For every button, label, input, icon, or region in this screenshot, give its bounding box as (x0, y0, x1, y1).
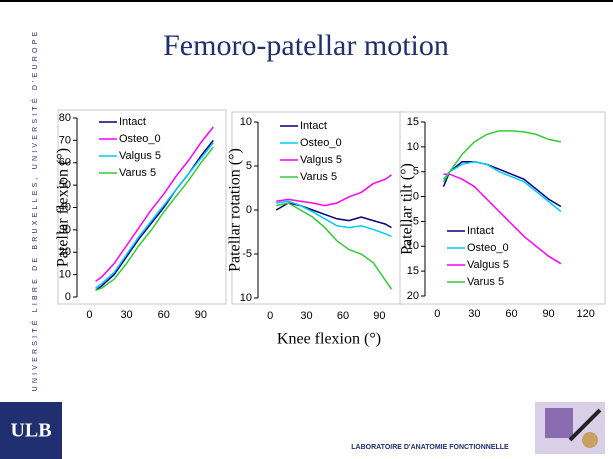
side-text: UNIVERSITÉ LIBRE DE BRUXELLES, UNIVERSIT… (30, 29, 39, 392)
legend-label: Valgus 5 (300, 154, 342, 166)
footer: LABORATOIRE D'ANATOMIE FONCTIONNELLE (351, 444, 509, 451)
image-shape (568, 408, 602, 442)
y-tick-label: 50 (59, 179, 71, 191)
y-tick-label: 5 (246, 160, 252, 172)
y-tick-label: 0 (246, 204, 252, 216)
x-tick-label: 0 (434, 308, 440, 320)
image-shape (582, 432, 598, 448)
y-tick-label: -5 (242, 248, 252, 260)
chart: 0 10 20 30 40 50 60 70 80 0 30 60 90 Patellar flexion… (55, 109, 227, 321)
x-tick-label: 0 (267, 310, 273, 322)
y-tick-label: -5 (409, 215, 419, 227)
y-tick-label: 40 (59, 201, 71, 213)
legend-label: Osteo_0 (119, 133, 161, 145)
y-tick-label: 0 (65, 291, 71, 303)
y-tick-label: 5 (413, 166, 419, 178)
y-tick-label: 70 (59, 134, 71, 146)
x-tick-label: 0 (86, 309, 92, 321)
x-tick-label: 60 (158, 309, 170, 321)
x-tick-label: 60 (337, 310, 349, 322)
series-line (95, 146, 214, 292)
y-tick-label: -10 (403, 240, 419, 252)
legend-label: Varus 5 (300, 171, 337, 183)
y-tick-label: 30 (59, 224, 71, 236)
chart-frame (399, 111, 606, 305)
chart-frame (231, 111, 405, 305)
y-tick-label: 60 (59, 157, 71, 169)
series-line (276, 202, 393, 290)
logo-box (0, 402, 62, 459)
legend-label: Varus 5 (119, 167, 156, 179)
y-axis-label: Patellar rotation (°) (227, 148, 244, 272)
x-tick-label: 60 (505, 308, 517, 320)
slide-title: Femoro-patellar motion (163, 29, 449, 62)
x-tick-label: 120 (576, 308, 594, 320)
y-tick-label: 0 (413, 190, 419, 202)
y-tick-label: 10 (240, 292, 252, 304)
series-line (442, 130, 562, 183)
legend-label: Varus 5 (467, 276, 504, 288)
x-tick-label: 30 (468, 308, 480, 320)
x-axis-label: Knee flexion (°) (277, 331, 381, 348)
y-tick-label: 10 (407, 141, 419, 153)
legend-label: Valgus 5 (467, 259, 509, 271)
y-tick-label: 10 (240, 116, 252, 128)
x-tick-label: 90 (373, 310, 385, 322)
x-tick-label: 30 (300, 310, 312, 322)
series-line (95, 142, 214, 289)
image-shape (545, 408, 573, 438)
legend-label: Osteo_0 (300, 137, 342, 149)
y-tick-label: 20 (59, 246, 71, 258)
y-axis-label: Patellar tilt (°) (399, 163, 416, 255)
series-line (442, 161, 562, 208)
chart: 15 10 5 0 -5 -10 15 20 0 30 60 90 120 Patellar tilt (… (399, 111, 606, 320)
series-line (276, 174, 392, 207)
series-line (443, 173, 562, 265)
series-line (276, 200, 392, 238)
y-tick-label: 15 (407, 265, 419, 277)
footer-image (535, 402, 605, 454)
x-tick-label: 90 (195, 309, 207, 321)
y-tick-label: 10 (59, 269, 71, 281)
legend-label: Intact (119, 116, 146, 128)
y-tick-label: 15 (407, 116, 419, 128)
logo: ULB (10, 420, 51, 442)
legend-label: Intact (300, 120, 327, 132)
y-tick-label: 20 (407, 290, 419, 302)
chart: 10 5 0 -5 10 0 30 60 90 Patellar rotation (°) Knee… (227, 111, 405, 348)
x-tick-label: 90 (542, 308, 554, 320)
legend-label: Valgus 5 (119, 150, 161, 162)
x-tick-label: 30 (120, 309, 132, 321)
series-line (95, 126, 214, 282)
y-axis-label: Patellar flexion (°) (55, 148, 72, 267)
series-line (442, 161, 562, 213)
chart-frame (57, 109, 227, 305)
legend-label: Intact (467, 225, 494, 237)
legend-label: Osteo_0 (467, 242, 509, 254)
y-tick-label: 80 (59, 112, 71, 124)
